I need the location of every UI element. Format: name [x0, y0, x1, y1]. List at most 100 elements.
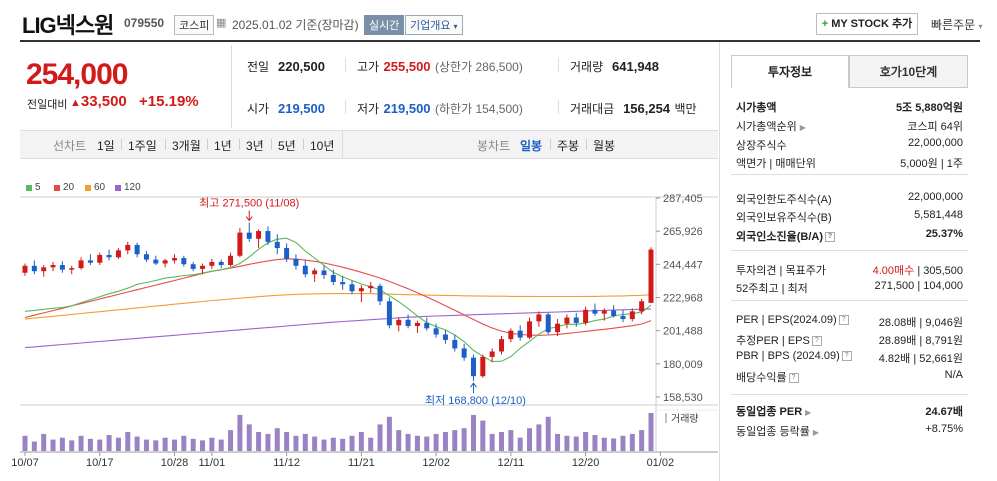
period-6[interactable]: 10년	[310, 139, 335, 153]
info-label-text: 액면가 | 매매단위	[736, 158, 816, 170]
ma60-line	[24, 293, 652, 320]
info-label-12[interactable]: 배당수익률?	[736, 369, 799, 385]
y-tick-label: 287,405	[663, 193, 703, 205]
calendar-icon: ▦	[216, 17, 227, 29]
mystock-add-button[interactable]: + MY STOCK 추가	[816, 13, 918, 35]
candle-body	[59, 265, 65, 270]
candle-period-0[interactable]: 일봉	[520, 139, 543, 153]
volume-bar	[228, 430, 234, 451]
candle-body	[340, 282, 346, 285]
info-value-text: 271,500 | 104,000	[874, 280, 964, 292]
volume: 거래량 641,948	[570, 58, 659, 76]
up-triangle-icon: ▲	[70, 97, 81, 109]
candle-period-2[interactable]: 월봉	[593, 139, 616, 153]
quick-order-link[interactable]: 빠른주문 ▾	[931, 16, 983, 33]
y-tick-label: 244,447	[663, 259, 703, 271]
info-value-text: 28.08배 | 9,046원	[878, 317, 963, 329]
low-label: 저가	[357, 102, 380, 116]
legend-swatch-120	[115, 185, 121, 191]
volume-label: 거래량	[570, 60, 604, 74]
info-icon[interactable]: ?	[825, 232, 835, 243]
info-label-text: 52주최고 | 최저	[736, 283, 808, 295]
volume-bar	[368, 437, 374, 451]
candle-body	[302, 265, 308, 275]
info-label-13[interactable]: 동일업종 PER ▶	[736, 403, 811, 419]
company-overview-label: 기업개요	[410, 20, 451, 32]
candle-body	[601, 310, 607, 314]
info-value-text: 25.37%	[925, 228, 963, 240]
candle-body	[106, 254, 112, 258]
volume-bar	[162, 437, 168, 451]
tab-invest-info[interactable]: 투자정보	[731, 55, 849, 88]
volume-bar	[321, 439, 327, 451]
x-tick-label: 01/02	[647, 457, 675, 469]
info-label-11[interactable]: PBR | BPS (2024.09)?	[736, 350, 852, 362]
info-label-10[interactable]: 추정PER | EPS?	[736, 332, 822, 348]
volume-bar	[592, 435, 598, 451]
info-value-0: 5조 5,880억원	[896, 99, 963, 115]
volume-bar	[153, 440, 159, 451]
candle-body	[143, 254, 149, 260]
volume-bar	[340, 438, 346, 451]
candle-body	[293, 258, 299, 266]
period-4[interactable]: 3년	[246, 139, 264, 153]
divider	[303, 139, 304, 150]
volume-bar	[171, 439, 177, 451]
low-annotation: 최저 168,800 (12/10)	[425, 394, 526, 407]
volume-bar	[461, 428, 467, 451]
candle-body	[424, 322, 430, 329]
candle-body	[611, 310, 617, 316]
info-label-4: 외국인한도주식수(A)	[736, 191, 832, 207]
candle-body	[555, 323, 561, 333]
info-value-8: 271,500 | 104,000	[875, 280, 964, 292]
info-label-6: 외국인소진율(B/A)?	[736, 228, 835, 244]
info-value-11: 4.82배 | 52,661원	[879, 350, 963, 366]
header-divider	[20, 40, 980, 42]
high-annotation: 최고 271,500 (11/08)	[199, 197, 299, 210]
info-value-14: +8.75%	[925, 423, 963, 435]
period-0[interactable]: 1일	[97, 139, 115, 153]
candle-body	[452, 339, 458, 349]
tab-orderbook[interactable]: 호가10단계	[849, 55, 968, 88]
volume-axis-label: 거래량	[671, 413, 699, 425]
divider	[342, 130, 343, 159]
legend-swatch-60	[85, 185, 91, 191]
period-3[interactable]: 1년	[214, 139, 232, 153]
info-label-14[interactable]: 동일업종 등락률 ▶	[736, 423, 819, 439]
current-price: 254,000	[26, 58, 128, 91]
divider	[558, 100, 559, 114]
volume-bar	[620, 435, 626, 451]
candle-body	[246, 232, 252, 239]
info-icon[interactable]: ?	[841, 351, 852, 362]
period-5[interactable]: 5년	[278, 139, 296, 153]
info-label-text: 상장주식수	[736, 140, 787, 152]
info-icon[interactable]: ?	[838, 315, 849, 326]
info-icon[interactable]: ?	[811, 336, 822, 347]
info-label-1[interactable]: 시가총액순위 ▶	[736, 118, 806, 134]
info-label-text: 동일업종 PER	[736, 406, 803, 418]
candle-body	[620, 315, 626, 320]
volume-bar	[284, 432, 290, 451]
period-1[interactable]: 1주일	[128, 139, 157, 153]
x-tick-label: 12/20	[572, 457, 600, 469]
volume-bar	[106, 435, 112, 451]
info-label-text: 추정PER | EPS	[736, 335, 810, 347]
amount-value: 156,254	[623, 101, 671, 116]
volume-bar	[69, 440, 75, 451]
candle-chart-label: 봉차트	[477, 139, 511, 153]
info-label-text: 외국인한도주식수(A)	[736, 194, 832, 206]
volume-bar	[312, 436, 318, 451]
realtime-button[interactable]: 실시간	[364, 15, 405, 35]
candle-body	[396, 319, 402, 326]
candle-body	[442, 334, 448, 340]
volume-bar	[22, 435, 28, 451]
info-label-7: 투자의견 | 목표주가	[736, 262, 826, 278]
volume-bar	[555, 433, 561, 451]
company-overview-button[interactable]: 기업개요 ▾	[405, 15, 463, 35]
candle-period-1[interactable]: 주봉	[557, 139, 580, 153]
period-2[interactable]: 3개월	[172, 139, 201, 153]
info-icon[interactable]: ?	[788, 373, 799, 384]
info-label-9[interactable]: PER | EPS(2024.09)?	[736, 314, 849, 326]
candle-body	[527, 321, 533, 338]
info-value-2: 22,000,000	[908, 137, 963, 149]
